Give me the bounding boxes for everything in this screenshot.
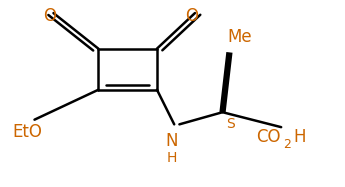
Text: H: H xyxy=(167,151,177,165)
Text: O: O xyxy=(185,7,198,25)
Text: 2: 2 xyxy=(283,138,291,151)
Text: EtO: EtO xyxy=(13,123,42,141)
Text: H: H xyxy=(293,128,306,145)
Text: N: N xyxy=(166,132,178,150)
Text: O: O xyxy=(43,7,57,25)
Text: CO: CO xyxy=(256,128,281,145)
Text: Me: Me xyxy=(227,28,252,46)
Text: S: S xyxy=(226,117,235,131)
